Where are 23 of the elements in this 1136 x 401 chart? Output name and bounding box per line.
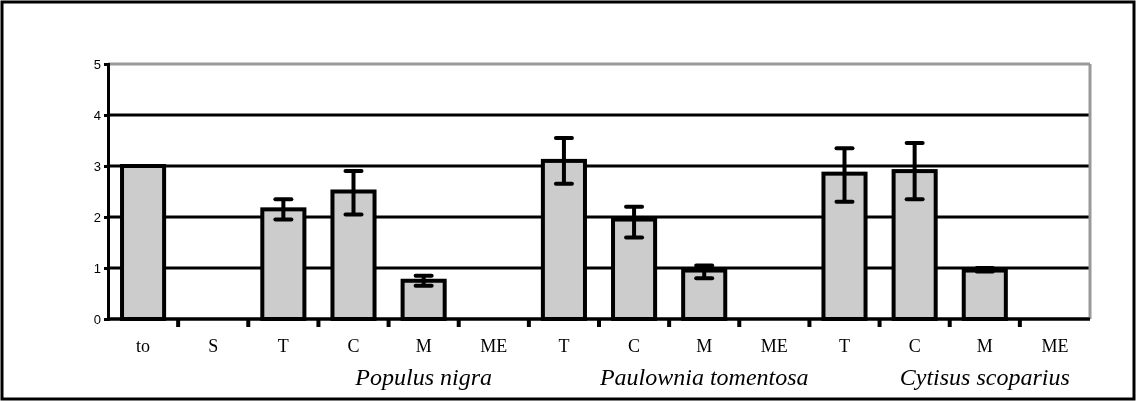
y-tick-label: 5 bbox=[93, 56, 101, 72]
x-tick-label: M bbox=[976, 335, 993, 356]
x-tick-label: C bbox=[347, 335, 360, 356]
y-tick-label: 1 bbox=[93, 260, 101, 276]
y-tick-label: 0 bbox=[93, 311, 101, 327]
text: Paulownia tomentosa bbox=[598, 364, 809, 390]
y-tick-label: 4 bbox=[93, 107, 101, 123]
text: Cytisus scoparius bbox=[899, 364, 1070, 390]
x-tick-label: T bbox=[839, 335, 850, 356]
x-tick-label: M bbox=[696, 335, 713, 356]
x-tick-label: ME bbox=[1041, 335, 1069, 356]
x-tick-label: S bbox=[208, 335, 219, 356]
x-tick-label: ME bbox=[760, 335, 788, 356]
x-tick-label: C bbox=[908, 335, 921, 356]
y-tick-label: 3 bbox=[93, 158, 101, 174]
y-tick-label: 2 bbox=[93, 209, 101, 225]
x-tick-label: to bbox=[136, 335, 151, 356]
x-tick-label: C bbox=[628, 335, 641, 356]
x-tick-label: M bbox=[415, 335, 432, 356]
x-tick-label: T bbox=[558, 335, 570, 356]
text: Populus nigra bbox=[354, 364, 492, 390]
x-tick-label: ME bbox=[480, 335, 508, 356]
x-tick-label: T bbox=[277, 335, 289, 356]
